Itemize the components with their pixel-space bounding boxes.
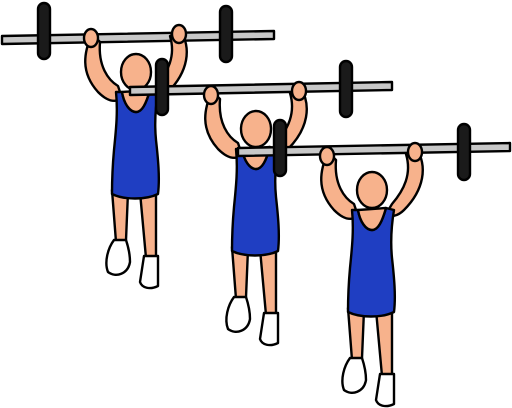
lifter-body-1 bbox=[82, 23, 188, 290]
lifter-figure-1 bbox=[0, 1, 276, 290]
barbell-2 bbox=[128, 57, 394, 119]
lifter-figure-3 bbox=[236, 118, 512, 408]
lifter-body-3 bbox=[318, 141, 424, 408]
lifter-figure-2 bbox=[128, 57, 394, 347]
barbell-3 bbox=[236, 118, 512, 182]
lifter-body-2 bbox=[202, 80, 308, 347]
